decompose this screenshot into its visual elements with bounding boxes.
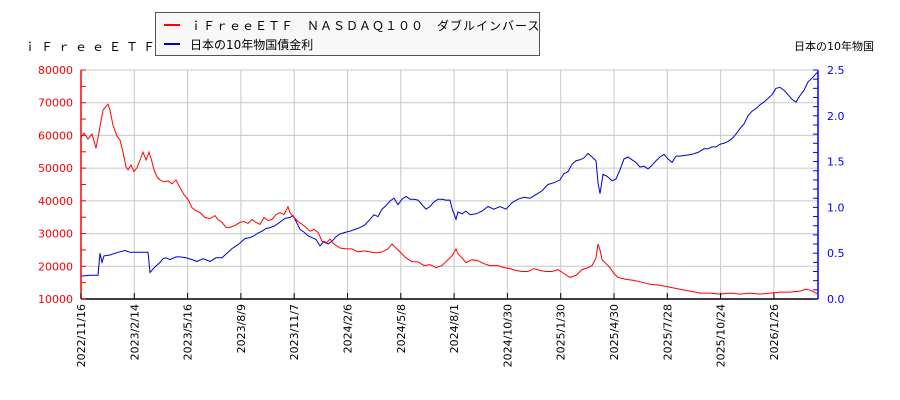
x-axis-tick-label: 2024/10/30 [501, 304, 514, 367]
x-axis-tick-label: 2026/1/26 [768, 304, 781, 360]
legend-item-jgb-yield: 日本の10年物国債金利 [164, 35, 313, 53]
left-axis-tick-label: 60000 [38, 129, 73, 142]
left-axis-title: ｉＦｒｅｅＥＴＦ [24, 40, 161, 54]
x-axis-tick-label: 2023/8/9 [235, 304, 248, 353]
x-axis-labels: 2022/11/16 2023/2/14 2023/5/16 2023/8/9 2023… [75, 304, 781, 367]
right-axis-tick-label: 1.0 [827, 201, 845, 214]
left-axis-tick-label: 30000 [38, 228, 73, 241]
x-axis-tick-label: 2023/2/14 [128, 304, 141, 360]
x-axis-tick-label: 2024/8/1 [448, 304, 461, 353]
left-axis-tick-label: 20000 [38, 260, 73, 273]
left-axis-tick-label: 80000 [38, 64, 73, 77]
blue-line-swatch-icon [164, 43, 180, 45]
left-axis-labels: 10000 20000 30000 40000 50000 60000 70000 80000 [38, 64, 73, 306]
x-axis-tick-label: 2023/5/16 [182, 304, 195, 360]
ifree-etf-line [80, 103, 819, 295]
left-axis-tick-label: 70000 [38, 97, 73, 110]
x-axis-tick-label: 2025/7/28 [661, 304, 674, 360]
x-axis-tick-label: 2025/10/24 [715, 304, 728, 367]
legend-label-ifree-etf: ｉＦｒｅｅＥＴＦ ＮＡＳＤＡＱ１００ ダブルインバース [190, 18, 541, 33]
legend-item-ifree-etf: ｉＦｒｅｅＥＴＦ ＮＡＳＤＡＱ１００ ダブルインバース [164, 16, 540, 34]
x-axis-tick-label: 2025/4/30 [608, 304, 621, 360]
chart-legend: ｉＦｒｅｅＥＴＦ ＮＡＳＤＡＱ１００ ダブルインバース 日本の10年物国債金利 [155, 12, 540, 56]
right-axis-tick-label: 1.5 [827, 156, 845, 169]
grid-lines [81, 69, 818, 299]
right-axis-tick-label: 0.5 [827, 247, 845, 260]
right-axis-labels: 0.0 0.5 1.0 1.5 2.0 2.5 [827, 64, 845, 306]
right-axis-tick-label: 2.5 [827, 64, 845, 77]
left-axis-tick-label: 10000 [38, 293, 73, 306]
x-axis-tick-label: 2024/5/8 [395, 304, 408, 353]
left-axis-tick-label: 40000 [38, 195, 73, 208]
plot-series [80, 71, 819, 295]
x-axis-tick-label: 2022/11/16 [75, 304, 88, 367]
right-axis-title: 日本の10年物国 [794, 40, 874, 53]
right-axis-tick-label: 0.0 [827, 293, 845, 306]
x-axis-tick-label: 2023/11/7 [288, 304, 301, 360]
red-line-swatch-icon [164, 24, 180, 26]
right-axis-tick-label: 2.0 [827, 110, 845, 123]
legend-label-jgb-yield: 日本の10年物国債金利 [190, 37, 314, 52]
left-axis-tick-label: 50000 [38, 162, 73, 175]
jgb-10y-yield-line [80, 71, 819, 277]
axes [80, 69, 819, 300]
x-axis-tick-label: 2024/2/6 [342, 304, 355, 353]
x-axis-tick-label: 2025/1/30 [555, 304, 568, 360]
